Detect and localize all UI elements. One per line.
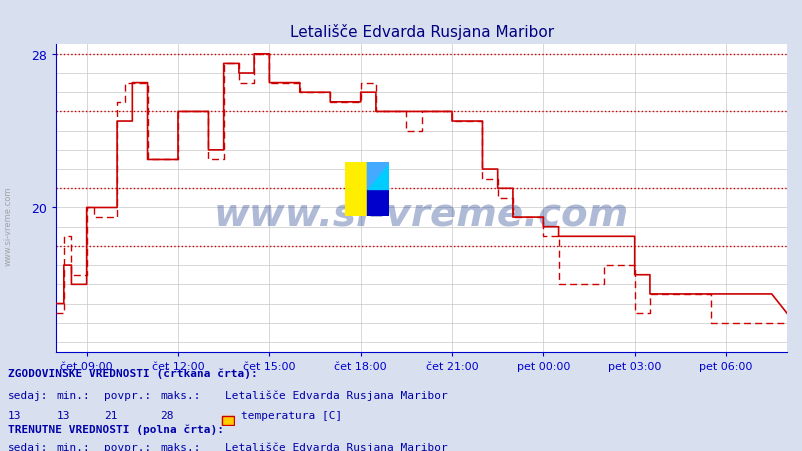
- Text: www.si-vreme.com: www.si-vreme.com: [213, 195, 629, 233]
- Text: 13: 13: [8, 410, 22, 420]
- Title: Letališče Edvarda Rusjana Maribor: Letališče Edvarda Rusjana Maribor: [290, 24, 553, 40]
- Text: sedaj:: sedaj:: [8, 442, 48, 451]
- Bar: [367, 189, 389, 216]
- Text: povpr.:: povpr.:: [104, 442, 152, 451]
- Text: min.:: min.:: [56, 390, 90, 400]
- Text: maks.:: maks.:: [160, 390, 200, 400]
- Text: 13: 13: [56, 410, 70, 420]
- Bar: [345, 162, 367, 216]
- Text: min.:: min.:: [56, 442, 90, 451]
- Text: Letališče Edvarda Rusjana Maribor: Letališče Edvarda Rusjana Maribor: [225, 442, 447, 451]
- Text: 21: 21: [104, 410, 118, 420]
- Text: sedaj:: sedaj:: [8, 390, 48, 400]
- Text: povpr.:: povpr.:: [104, 390, 152, 400]
- Text: Letališče Edvarda Rusjana Maribor: Letališče Edvarda Rusjana Maribor: [225, 390, 447, 400]
- Text: temperatura [C]: temperatura [C]: [241, 410, 342, 420]
- Bar: [222, 416, 233, 425]
- Polygon shape: [367, 162, 389, 189]
- Text: maks.:: maks.:: [160, 442, 200, 451]
- Polygon shape: [367, 162, 389, 189]
- Text: 28: 28: [160, 410, 174, 420]
- Text: www.si-vreme.com: www.si-vreme.com: [3, 186, 13, 265]
- Text: ZGODOVINSKE VREDNOSTI (črtkana črta):: ZGODOVINSKE VREDNOSTI (črtkana črta):: [8, 368, 257, 378]
- Bar: [222, 416, 233, 425]
- Text: TRENUTNE VREDNOSTI (polna črta):: TRENUTNE VREDNOSTI (polna črta):: [8, 424, 224, 434]
